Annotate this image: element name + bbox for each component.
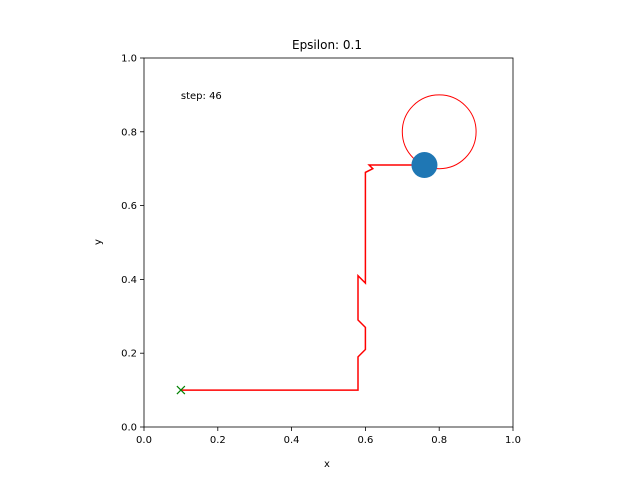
plot-marks: [176, 94, 477, 395]
agent-marker: [411, 152, 438, 179]
y-tick-label: 0.2: [121, 349, 137, 360]
x-tick-label: 0.0: [136, 435, 152, 446]
x-tick-label: 1.0: [505, 435, 521, 446]
x-tick-label: 0.6: [357, 435, 373, 446]
y-tick-label: 0.0: [121, 423, 137, 434]
start-marker: [176, 385, 186, 395]
chart-title: Epsilon: 0.1: [292, 38, 362, 52]
start-marker-stroke: [176, 385, 186, 395]
y-tick-label: 0.6: [121, 201, 137, 212]
goal-ring: [401, 94, 477, 170]
y-tick-label: 0.8: [121, 127, 137, 138]
x-ticks: 0.0 0.2 0.4 0.6 0.8 1.0: [136, 427, 521, 446]
y-axis-label: y: [93, 239, 104, 245]
x-tick-label: 0.4: [284, 435, 300, 446]
step-annotation: step: 46: [181, 91, 222, 102]
x-tick-label: 0.8: [431, 435, 447, 446]
x-axis-label: x: [324, 459, 330, 470]
axes-frame: [143, 57, 514, 428]
y-ticks: 0.0 0.2 0.4 0.6 0.8 1.0: [121, 54, 144, 434]
y-tick-label: 1.0: [121, 54, 137, 65]
x-tick-label: 0.2: [210, 435, 226, 446]
trajectory-line: [180, 164, 425, 391]
y-tick-label: 0.4: [121, 275, 137, 286]
